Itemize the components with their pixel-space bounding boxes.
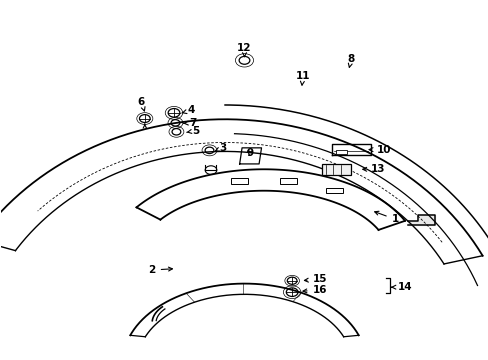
Text: 13: 13: [362, 164, 385, 174]
Text: 7: 7: [183, 118, 196, 128]
Bar: [325, 188, 343, 193]
Bar: [230, 178, 248, 184]
Text: 16: 16: [303, 285, 326, 295]
Bar: [322, 164, 351, 175]
Text: 5: 5: [186, 126, 199, 136]
Text: 2: 2: [148, 265, 172, 275]
Text: 8: 8: [347, 54, 354, 67]
Text: 14: 14: [391, 282, 411, 292]
Text: 15: 15: [304, 274, 326, 284]
Text: 12: 12: [237, 43, 251, 57]
Text: 9: 9: [246, 148, 253, 158]
Bar: [279, 178, 297, 184]
Text: 6: 6: [138, 97, 145, 111]
Text: 1: 1: [374, 211, 398, 224]
Text: 4: 4: [182, 105, 194, 115]
Polygon shape: [407, 215, 434, 225]
Text: 3: 3: [215, 143, 226, 153]
Text: 10: 10: [368, 145, 391, 155]
Text: 11: 11: [295, 71, 309, 85]
Bar: [335, 150, 346, 154]
